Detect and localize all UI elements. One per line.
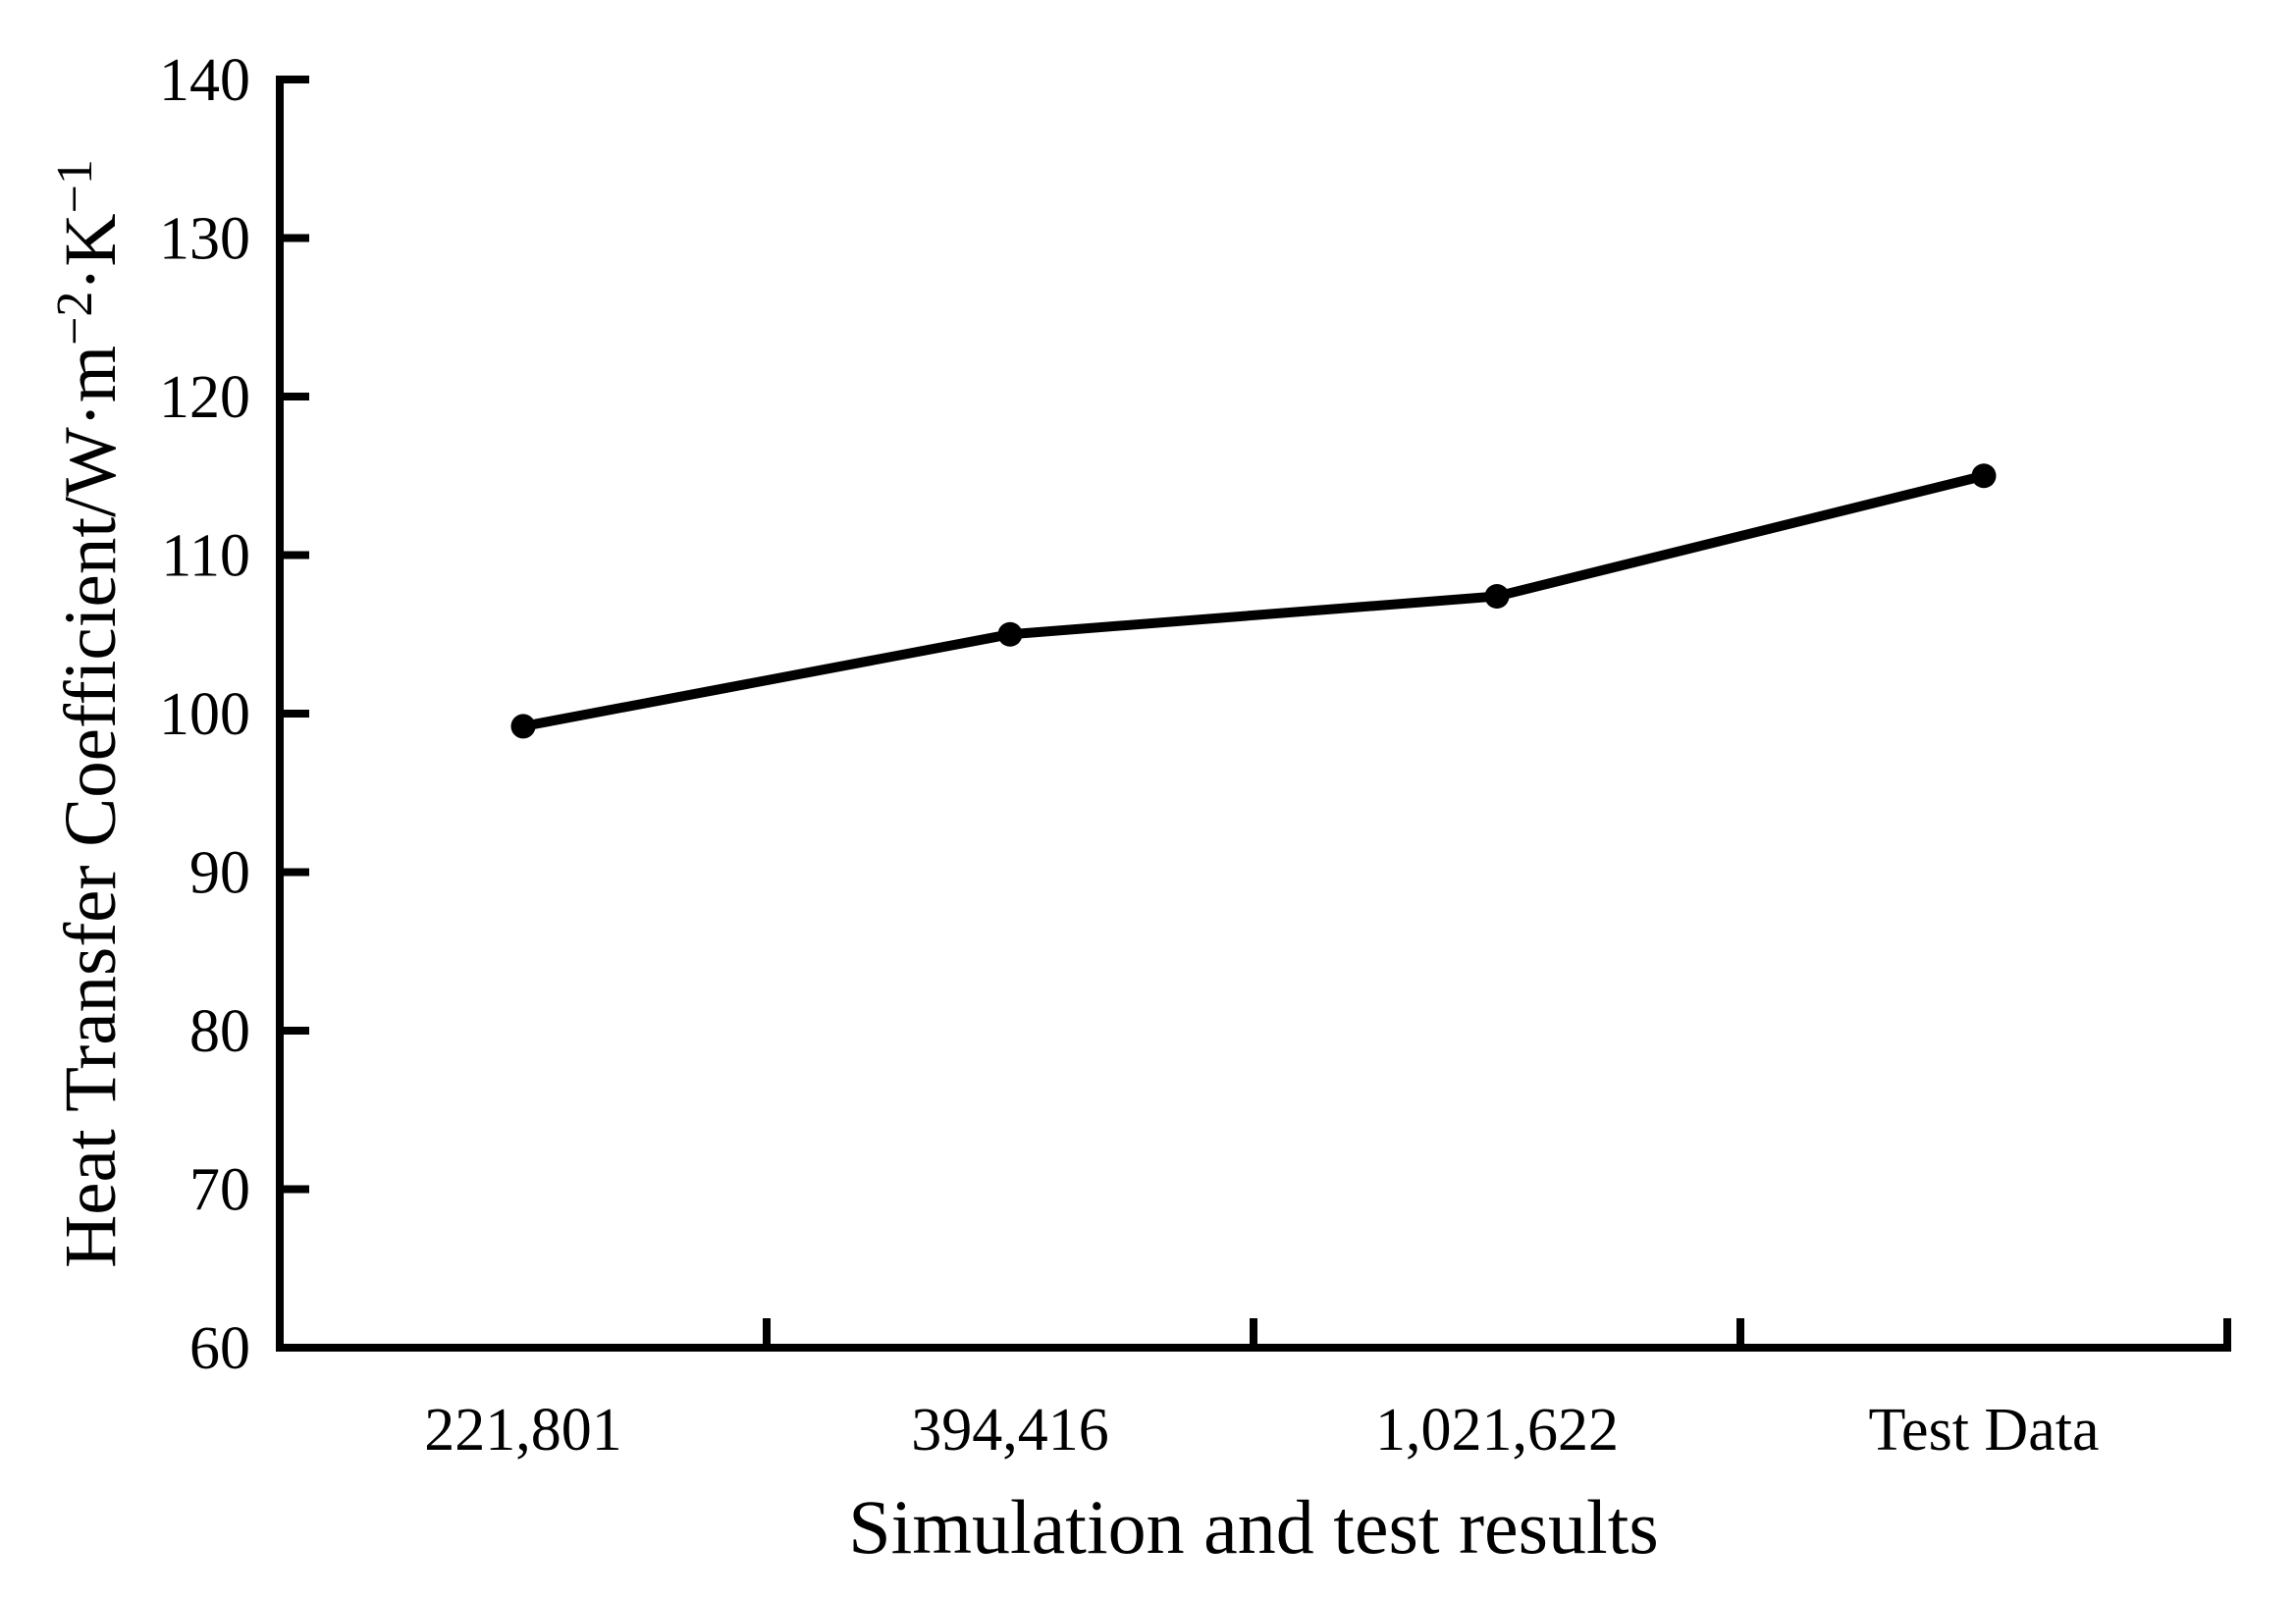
x-category-labels: 221,801 394,416 1,021,622 Test Data: [424, 1397, 2099, 1464]
y-axis-title: Heat Transfer Coefficient/W·m−2·K−1: [47, 159, 132, 1268]
y-ticks: [280, 76, 309, 1352]
x-ticks: [763, 1318, 2231, 1348]
y-tick-label: 90: [189, 840, 250, 907]
x-axis-title: Simulation and test results: [848, 1484, 1658, 1570]
data-point-marker: [997, 621, 1023, 647]
x-category-label: 221,801: [424, 1397, 622, 1464]
series-line: [518, 470, 1989, 731]
data-point-marker: [1484, 583, 1510, 609]
y-tick-label: 110: [161, 523, 250, 590]
y-tick-label: 140: [159, 47, 250, 114]
data-point-marker: [510, 714, 536, 739]
y-tick-label: 70: [189, 1157, 250, 1224]
x-category-label: Test Data: [1869, 1397, 2100, 1464]
series-markers: [510, 463, 1997, 739]
y-tick-label: 80: [189, 998, 250, 1065]
y-tick-label: 130: [159, 206, 250, 273]
y-tick-label: 120: [159, 364, 250, 431]
y-tick-label: 100: [159, 681, 250, 748]
data-point-marker: [1971, 463, 1997, 489]
y-tick-labels: 60 70 80 90 100 110 120 130 140: [159, 47, 250, 1382]
y-tick-label: 60: [189, 1315, 250, 1382]
x-category-label: 394,416: [911, 1397, 1109, 1464]
x-category-label: 1,021,622: [1375, 1397, 1619, 1464]
